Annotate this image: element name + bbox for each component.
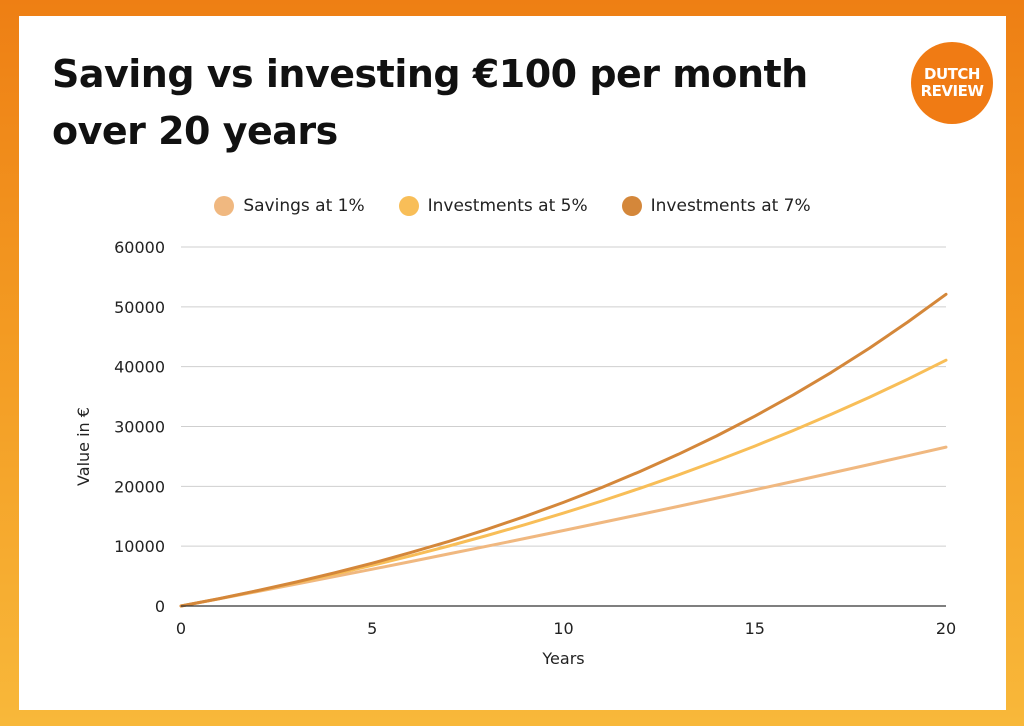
x-tick-label: 20 [936, 619, 956, 638]
legend-item-investments-7: Investments at 7% [621, 196, 811, 216]
x-tick-label: 10 [553, 619, 573, 638]
y-axis-title: Value in € [74, 407, 93, 486]
legend-item-savings-1: Savings at 1% [214, 196, 365, 216]
page-title: Saving vs investing €100 per month over … [52, 52, 808, 153]
legend-swatch [621, 196, 642, 216]
x-tick-label: 0 [176, 619, 186, 638]
legend-item-investments-5: Investments at 5% [398, 196, 588, 216]
y-tick-label: 40000 [114, 358, 165, 377]
legend-label: Savings at 1% [243, 196, 365, 216]
legend-label: Investments at 7% [650, 196, 811, 216]
y-tick-label: 50000 [114, 298, 165, 317]
y-tick-label: 0 [155, 597, 165, 616]
legend-swatch [214, 196, 235, 216]
legend-swatch [398, 196, 419, 216]
chart-legend: Savings at 1% Investments at 5% Investme… [19, 196, 1006, 216]
legend-label: Investments at 5% [427, 196, 588, 216]
x-tick-label: 15 [745, 619, 765, 638]
logo-line-2: REVIEW [920, 82, 984, 100]
y-tick-label: 60000 [114, 238, 165, 257]
series-lines [179, 292, 948, 608]
chart-card: Saving vs investing €100 per month over … [19, 16, 1006, 710]
logo-line-1: DUTCH [924, 65, 980, 83]
series-line-0 [179, 445, 948, 608]
axes: 0 10000 20000 30000 40000 50000 60000 0 5 10 15 20 [114, 238, 956, 638]
y-tick-label: 20000 [114, 477, 165, 496]
gridlines [181, 246, 946, 547]
x-axis-title: Years [541, 649, 584, 668]
series-line-2 [179, 292, 948, 608]
x-tick-label: 5 [367, 619, 377, 638]
y-tick-label: 30000 [114, 418, 165, 437]
series-line-1 [179, 358, 948, 608]
y-tick-label: 10000 [114, 537, 165, 556]
dutch-review-logo: DUTCH REVIEW [911, 42, 993, 124]
